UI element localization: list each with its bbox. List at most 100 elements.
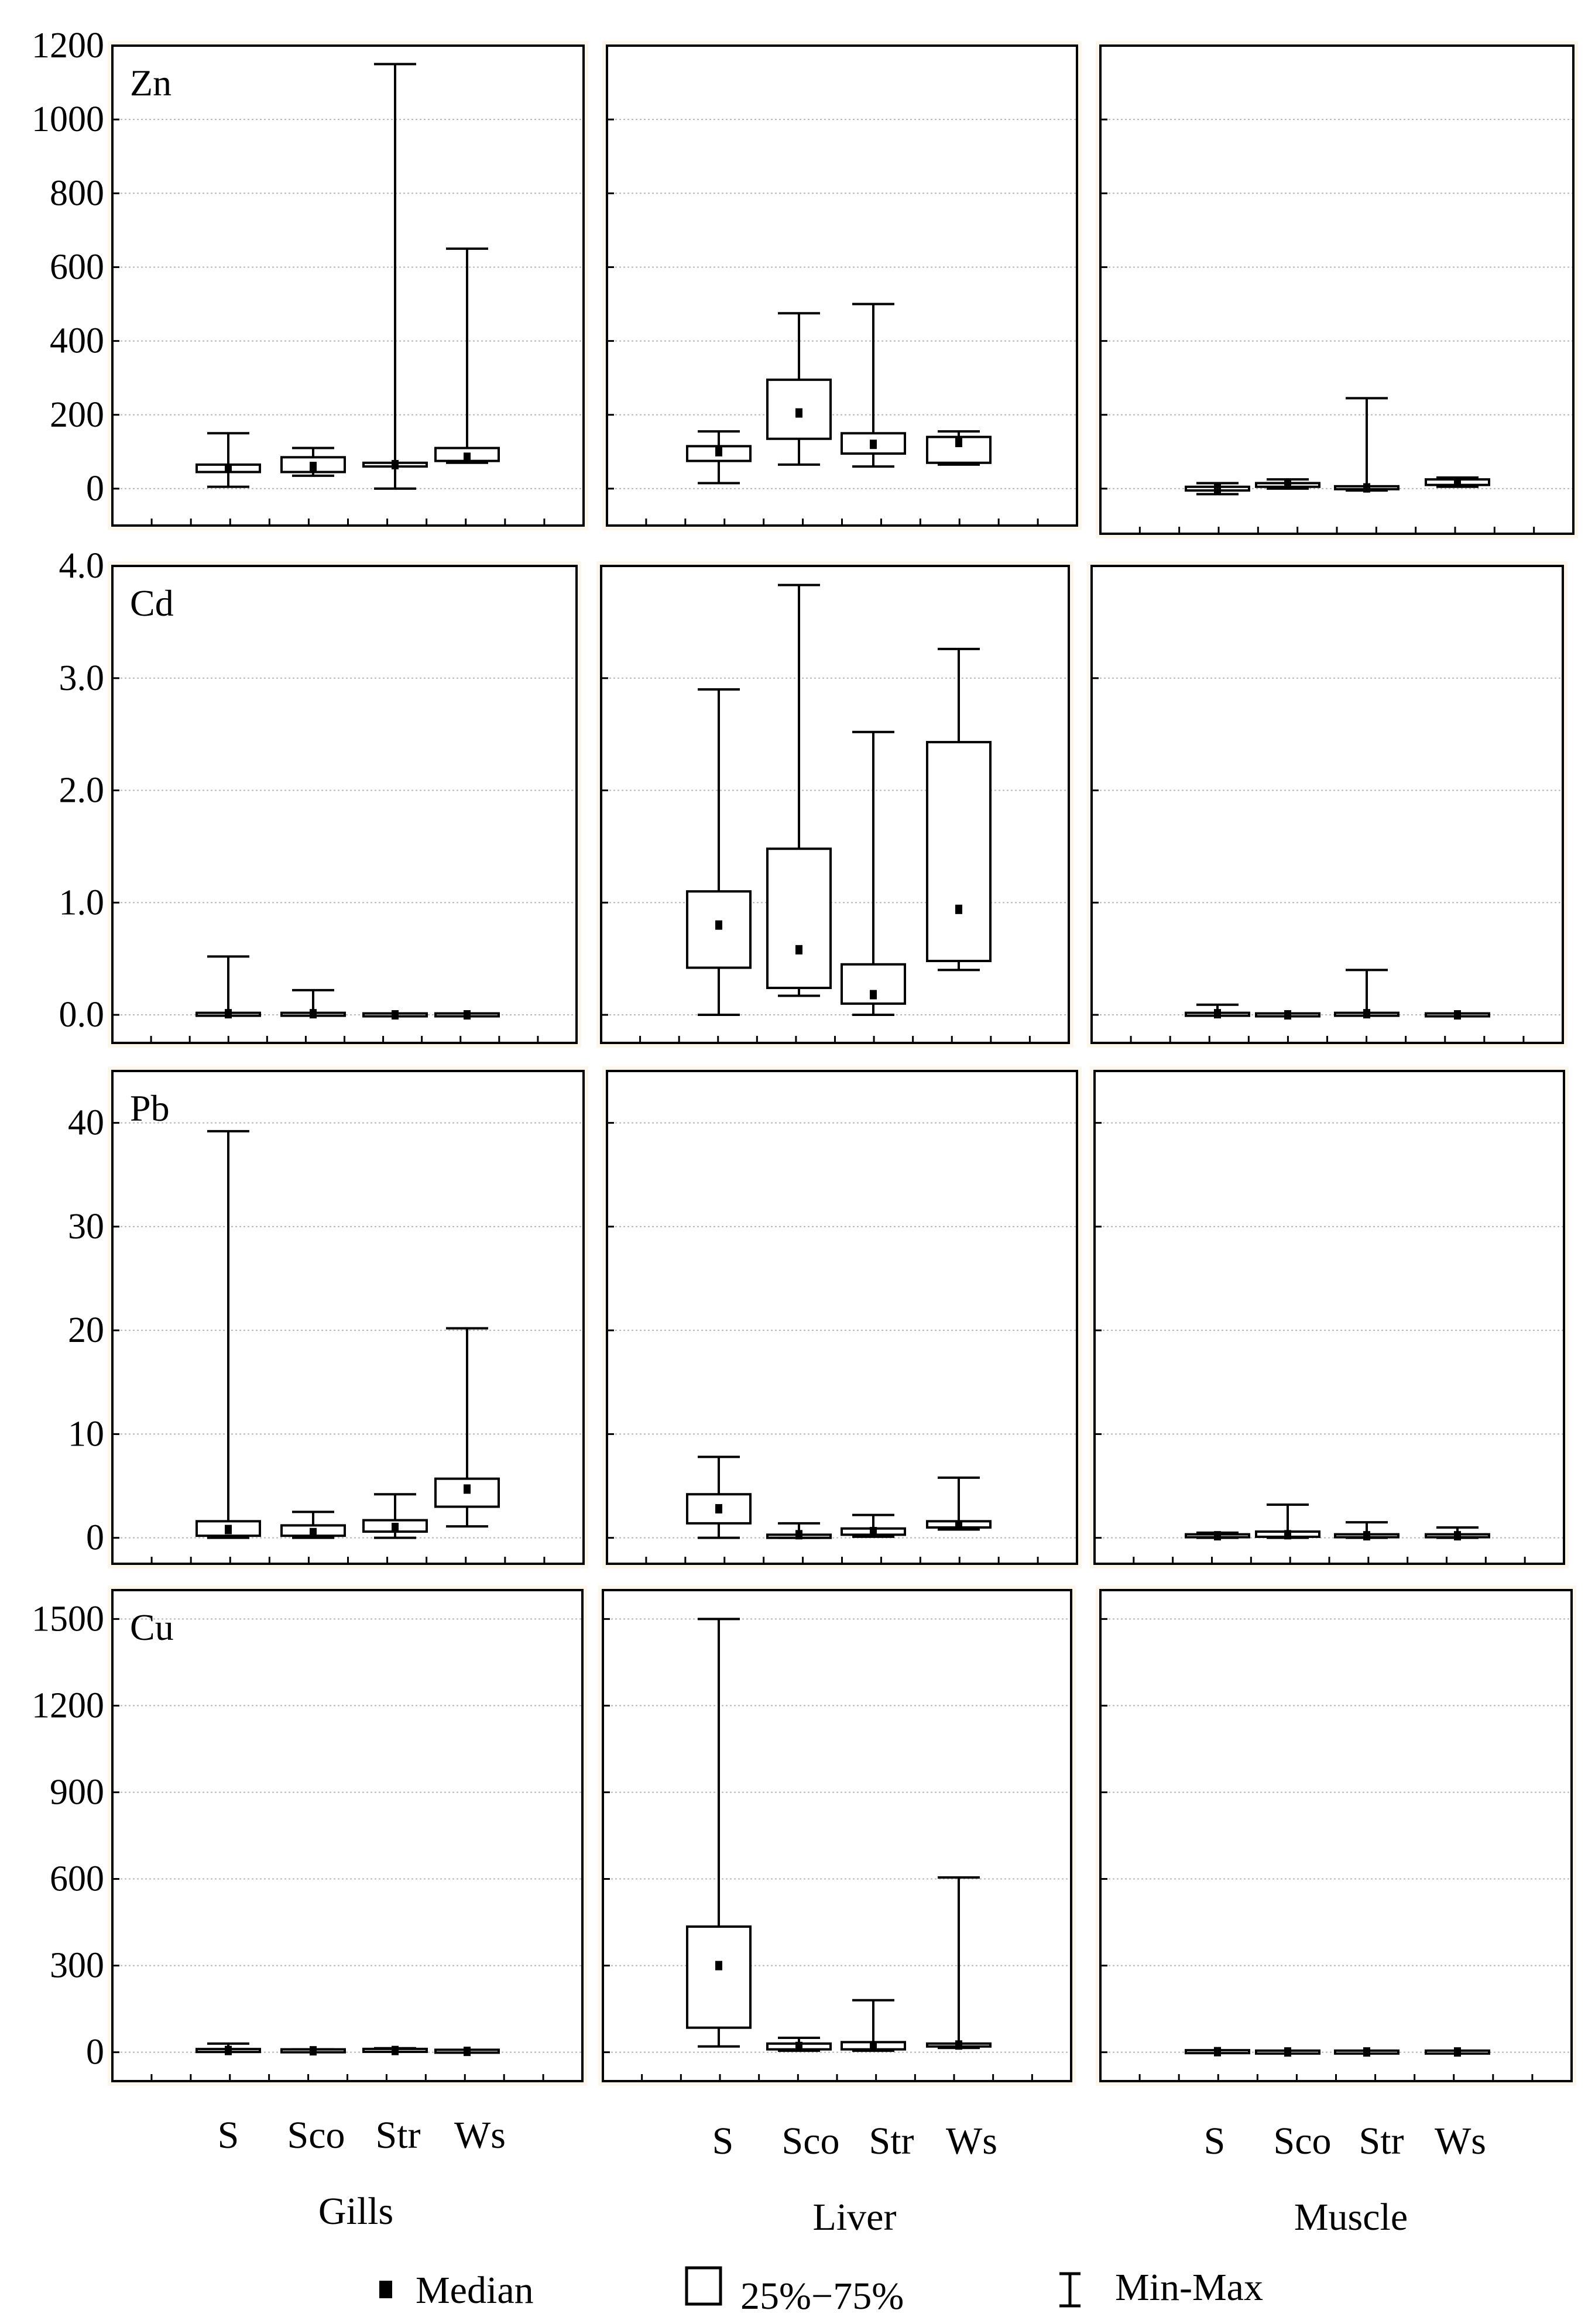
ytick-cd-4: 0.0: [59, 995, 105, 1035]
median-marker: [1363, 2047, 1370, 2057]
cat-label-liver-str: Str: [869, 2120, 914, 2162]
ytick-pb-2: 20: [68, 1310, 104, 1350]
panel-cu-liver: [598, 1585, 1076, 2086]
box-pb-gills-str: [362, 1493, 428, 1539]
ytick-cu-5: 0: [86, 2033, 104, 2072]
panel-background: [607, 1071, 1077, 1564]
median-marker: [310, 1009, 317, 1019]
cat-label-liver-ws: Ws: [946, 2120, 997, 2162]
legend-median-label: Median: [416, 2269, 534, 2312]
box-cu-liver-s: [686, 1618, 752, 2048]
ytick-zn-3: 600: [50, 247, 104, 287]
median-marker: [1284, 480, 1291, 490]
box-zn-liver-sco: [766, 312, 832, 466]
median-marker: [392, 1522, 399, 1532]
cat-label-muscle-str: Str: [1359, 2120, 1404, 2162]
ytick-cu-0: 1500: [32, 1599, 104, 1639]
box-zn-gills-s: [195, 432, 261, 488]
iqr-box: [841, 963, 906, 1005]
median-marker: [870, 2041, 877, 2051]
median-marker: [464, 1010, 471, 1020]
panel-frame: [1099, 44, 1575, 535]
panel-frame: [111, 1070, 585, 1565]
ytick-cd-0: 4.0: [59, 546, 105, 586]
median-marker: [1454, 1531, 1461, 1541]
tissue-label-liver: Liver: [813, 2196, 897, 2239]
median-marker: [795, 1530, 802, 1540]
panel-cu-muscle: [1096, 1585, 1576, 2086]
legend-box-label: 25%−75%: [740, 2275, 904, 2318]
panel-frame: [602, 1589, 1072, 2082]
median-marker: [955, 1520, 962, 1530]
ytick-zn-6: 0: [86, 469, 104, 509]
median-marker: [464, 1484, 471, 1494]
ytick-cu-3: 600: [50, 1859, 104, 1899]
panel-pb-liver: [602, 1066, 1082, 1568]
panel-frame: [111, 1589, 584, 2082]
median-marker: [715, 1504, 722, 1514]
ytick-cu-4: 300: [50, 1946, 104, 1986]
median-marker: [870, 440, 877, 449]
metal-label-zn: Zn: [130, 62, 171, 104]
box-zn-liver-s: [686, 430, 752, 485]
median-marker: [225, 1525, 232, 1535]
ytick-zn-2: 800: [50, 173, 104, 213]
ytick-zn-4: 400: [50, 321, 104, 361]
panel-zn-liver: [602, 41, 1082, 530]
median-marker: [392, 2045, 399, 2055]
ytick-pb-3: 10: [68, 1414, 104, 1454]
iqr-box: [686, 1925, 752, 2029]
median-marker: [1454, 478, 1461, 488]
box-pb-muscle-s: [1185, 1531, 1250, 1541]
box-pb-liver-s: [686, 1455, 752, 1539]
row-zn: 1200 1000 800 600 400 200 0 Zn: [32, 26, 1578, 538]
panel-cd-liver: [596, 561, 1073, 1048]
metal-label-cu: Cu: [130, 1606, 174, 1648]
ytick-zn-1: 1000: [32, 99, 104, 139]
cat-label-muscle-ws: Ws: [1435, 2120, 1486, 2162]
box-cd-liver-ws: [926, 647, 992, 972]
panel-background: [601, 566, 1069, 1043]
panel-cu-gills: Cu: [108, 1585, 587, 2086]
median-marker: [1363, 1009, 1370, 1019]
panel-background: [603, 1590, 1071, 2081]
x-axis-labels: S Sco Str Ws S Sco Str Ws S Sco Str Ws G…: [218, 2114, 1486, 2239]
median-marker: [225, 1009, 232, 1019]
median-marker: [955, 438, 962, 448]
box-pb-muscle-ws: [1425, 1526, 1490, 1541]
panel-frame: [606, 44, 1078, 527]
tissue-label-muscle: Muscle: [1294, 2196, 1408, 2239]
box-cu-liver-sco: [766, 2036, 832, 2052]
panel-frame: [1090, 565, 1564, 1044]
ytick-zn-0: 1200: [32, 26, 104, 66]
box-cu-gills-sco: [280, 2046, 346, 2056]
box-cd-gills-s: [195, 955, 261, 1019]
median-marker: [1284, 1010, 1291, 1020]
median-marker: [1214, 1009, 1221, 1019]
box-zn-muscle-str: [1334, 397, 1400, 493]
median-marker: [1214, 483, 1221, 493]
median-marker: [795, 2041, 802, 2051]
cat-label-gills-s: S: [218, 2114, 239, 2157]
median-marker: [1214, 1531, 1221, 1541]
row-pb: 40 30 20 10 0 Pb: [68, 1066, 1569, 1568]
ytick-cu-1: 1200: [32, 1685, 104, 1725]
ytick-cd-1: 3.0: [59, 658, 105, 698]
box-cu-liver-ws: [926, 1876, 992, 2050]
box-zn-liver-str: [841, 303, 906, 468]
box-cd-liver-sco: [766, 583, 832, 997]
box-cu-gills-str: [362, 2045, 428, 2055]
median-marker: [310, 462, 317, 472]
panel-cd-muscle: [1087, 561, 1567, 1048]
median-marker: [1363, 1531, 1370, 1541]
ytick-pb-0: 40: [68, 1103, 104, 1143]
panel-frame: [600, 565, 1070, 1044]
median-marker: [1284, 2047, 1291, 2057]
cat-label-gills-sco: Sco: [287, 2114, 345, 2157]
panel-frame: [111, 565, 578, 1044]
box-pb-liver-ws: [926, 1476, 992, 1531]
median-marker: [225, 464, 232, 473]
box-pb-gills-ws: [434, 1327, 500, 1528]
median-marker: [464, 2047, 471, 2057]
